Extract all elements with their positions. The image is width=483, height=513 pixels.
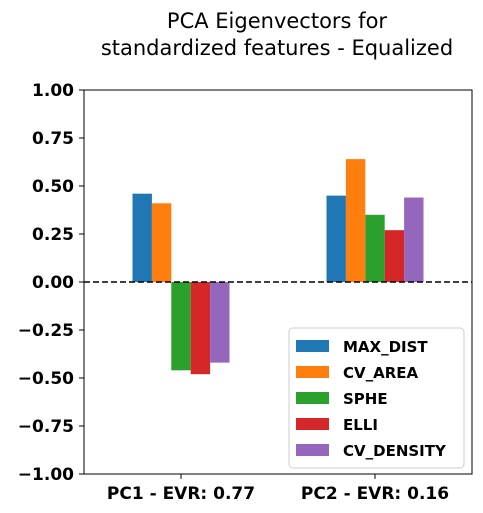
legend-label: CV_DENSITY [343, 442, 447, 460]
x-tick-label: PC2 - EVR: 0.16 [301, 484, 449, 504]
bar-cv-density-2 [404, 197, 424, 282]
plot-frame [83, 89, 473, 475]
y-tick-label: 0.00 [32, 273, 74, 293]
bar-max-dist-2 [326, 195, 346, 282]
chart-title-line-1: PCA Eigenvectors for [167, 9, 387, 33]
y-tick-label: −0.50 [18, 369, 74, 389]
y-tick-label: 1.00 [32, 81, 74, 101]
legend-box [288, 327, 465, 469]
legend-label: ELLI [343, 416, 378, 434]
bar-sphe-2 [365, 214, 385, 282]
legend-swatch [296, 392, 329, 404]
y-tick-label: 0.75 [32, 129, 74, 149]
y-tick-label: −0.75 [18, 417, 74, 437]
bar-cv-density-1 [210, 282, 230, 363]
legend-label: SPHE [343, 390, 388, 408]
legend-label: MAX_DIST [343, 338, 428, 356]
y-tick-label: 0.25 [32, 225, 74, 245]
legend-label: CV_AREA [343, 364, 419, 382]
legend-swatch [296, 340, 329, 352]
legend-swatch [296, 366, 329, 378]
bar-elli-1 [190, 282, 211, 375]
bar-sphe-1 [171, 282, 191, 371]
x-axis: PC1 - EVR: 0.77 PC2 - EVR: 0.16 [107, 474, 449, 504]
y-tick-label: −0.25 [18, 321, 74, 341]
bar-max-dist-1 [132, 193, 152, 282]
bar-elli-2 [384, 230, 405, 282]
x-tick-label: PC1 - EVR: 0.77 [107, 484, 255, 504]
legend-swatch [296, 444, 329, 456]
y-tick-label: 0.50 [32, 177, 74, 197]
chart-title-line-2: standardized features - Equalized [101, 36, 453, 60]
bar-cv-area-1 [151, 203, 172, 282]
legend: MAX_DIST CV_AREA SPHE ELLI CV_DENSITY [288, 327, 465, 469]
y-tick-label: −1.00 [18, 465, 74, 485]
legend-swatch [296, 418, 329, 430]
y-axis: 1.00 0.75 0.50 0.25 0.00 −0.25 −0.50 −0.75 −1.00 [18, 81, 84, 485]
bar-cv-area-2 [345, 159, 366, 282]
bars-group [132, 159, 424, 375]
